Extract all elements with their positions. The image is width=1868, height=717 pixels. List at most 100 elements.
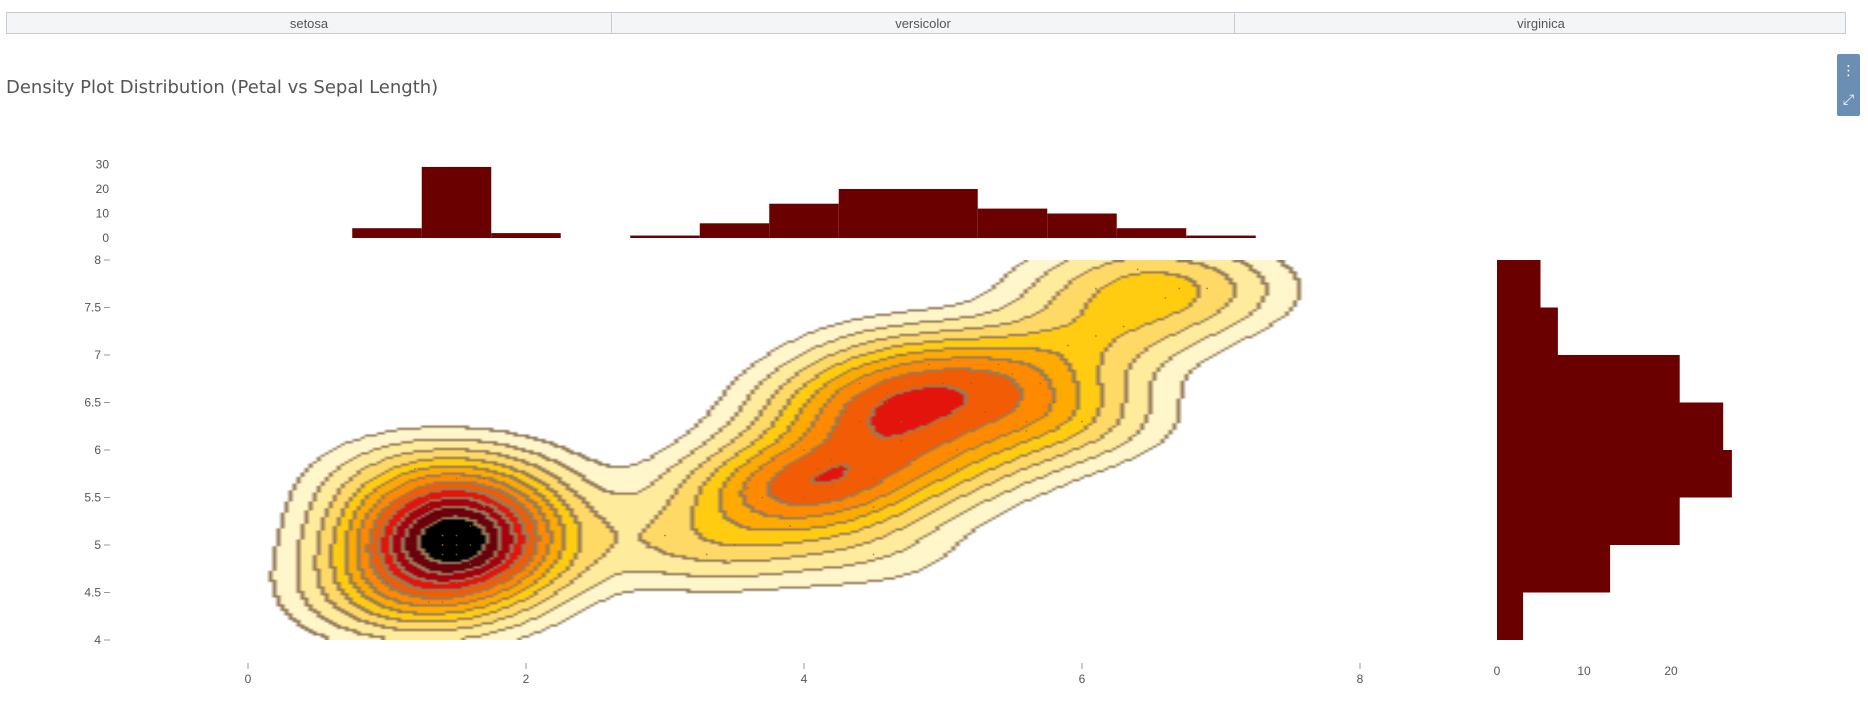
top-histogram-tick-label: 30	[96, 158, 110, 172]
scatter-point	[1053, 401, 1056, 404]
y-tick-label: 4	[94, 633, 101, 647]
right-histogram-tick-label: 10	[1577, 664, 1591, 678]
scatter-point	[386, 582, 388, 584]
scatter-point	[830, 487, 833, 489]
right-histogram-bar	[1497, 402, 1724, 450]
density-contour-fill	[143, 260, 1430, 640]
scatter-point	[761, 496, 764, 499]
scatter-point	[914, 458, 917, 461]
y-tick-label: 8	[94, 253, 101, 267]
scatter-point	[775, 496, 778, 499]
scatter-point	[441, 582, 444, 584]
scatter-point	[900, 439, 903, 442]
scatter-point	[413, 468, 416, 470]
tab-virginica[interactable]: virginica	[1517, 15, 1565, 31]
scatter-point	[817, 468, 819, 470]
right-histogram-bar	[1497, 355, 1680, 403]
top-histogram-bar	[977, 208, 1048, 238]
scatter-point	[427, 496, 430, 499]
scatter-point	[455, 477, 458, 480]
scatter-point	[1011, 373, 1014, 375]
scatter-point	[469, 544, 472, 546]
scatter-point	[1206, 287, 1208, 290]
scatter-point	[511, 563, 513, 565]
right-histogram-bar	[1497, 260, 1541, 308]
scatter-point	[983, 411, 986, 413]
scatter-point	[956, 468, 958, 470]
right-histogram-bar	[1497, 545, 1611, 593]
top-histogram-bar	[838, 189, 978, 238]
top-histogram-bar	[1047, 213, 1117, 238]
y-tick-label: 6.5	[84, 396, 101, 410]
top-histogram-bar	[1186, 235, 1256, 238]
right-histogram-tick-label: 0	[1494, 664, 1501, 678]
scatter-point	[664, 534, 666, 537]
y-tick-label: 5	[94, 538, 101, 552]
top-histogram-bar	[1116, 228, 1187, 238]
scatter-point	[1178, 287, 1181, 290]
scatter-point	[969, 382, 972, 385]
top-histogram-tick-label: 10	[96, 207, 110, 221]
scatter-point	[483, 477, 486, 480]
right-histogram-bar	[1497, 592, 1524, 640]
scatter-point	[803, 496, 805, 499]
scatter-point	[928, 363, 930, 366]
scatter-point	[441, 601, 444, 603]
right-histogram-bar	[1497, 497, 1680, 545]
scatter-point	[997, 363, 1000, 366]
scatter-point	[942, 382, 944, 385]
scatter-point	[872, 506, 875, 508]
scatter-point	[1039, 382, 1042, 385]
top-histogram-tick-label: 20	[96, 182, 110, 196]
top-histogram-bar	[630, 235, 700, 238]
expand-icon[interactable]: ⤢	[1842, 90, 1855, 107]
y-tick-label: 4.5	[84, 586, 101, 600]
top-histogram-bar	[699, 223, 770, 238]
x-tick-label: 4	[801, 672, 808, 686]
scatter-point	[872, 477, 875, 480]
scatter-point	[455, 553, 458, 556]
x-tick-label: 2	[523, 672, 530, 686]
x-tick-label: 6	[1079, 672, 1086, 686]
scatter-point	[886, 392, 889, 394]
right-histogram-bar	[1497, 307, 1558, 355]
x-tick-label: 8	[1357, 672, 1364, 686]
scatter-point	[705, 553, 708, 556]
top-histogram-bar	[491, 233, 561, 238]
chart-title: Density Plot Distribution (Petal vs Sepa…	[6, 77, 439, 98]
scatter-point	[455, 515, 458, 518]
tab-setosa[interactable]: setosa	[7, 13, 612, 33]
scatter-point	[956, 449, 958, 451]
scatter-point	[858, 420, 861, 423]
scatter-point	[733, 544, 736, 546]
top-histogram-bar	[352, 228, 422, 238]
scatter-point	[1081, 420, 1083, 423]
y-tick-label: 6	[94, 443, 101, 457]
scatter-point	[830, 458, 833, 461]
tab-versicolor[interactable]: versicolor	[612, 13, 1235, 33]
scatter-point	[886, 401, 889, 404]
scatter-point	[844, 411, 847, 413]
scatter-point	[1067, 344, 1069, 347]
scatter-point	[1095, 335, 1097, 337]
scatter-point	[455, 534, 458, 537]
scatter-point	[858, 382, 861, 385]
scatter-point	[455, 582, 458, 584]
scatter-point	[872, 553, 875, 556]
scatter-point	[900, 354, 903, 356]
species-tabs: setosa versicolor virginica	[6, 12, 1846, 34]
scatter-point	[803, 449, 805, 451]
top-histogram-tick-label: 0	[102, 231, 109, 245]
more-vertical-icon[interactable]: ⋮	[1841, 61, 1856, 78]
scatter-point	[1164, 297, 1167, 299]
scatter-point	[817, 477, 819, 480]
x-tick-label: 0	[245, 672, 252, 686]
chart-toolbar: ⋮ ⤢	[1837, 54, 1860, 116]
scatter-point	[483, 506, 486, 508]
scatter-point	[441, 553, 444, 556]
scatter-point	[1122, 325, 1125, 328]
scatter-point	[900, 420, 903, 423]
scatter-point	[872, 411, 875, 413]
scatter-point	[469, 563, 472, 565]
